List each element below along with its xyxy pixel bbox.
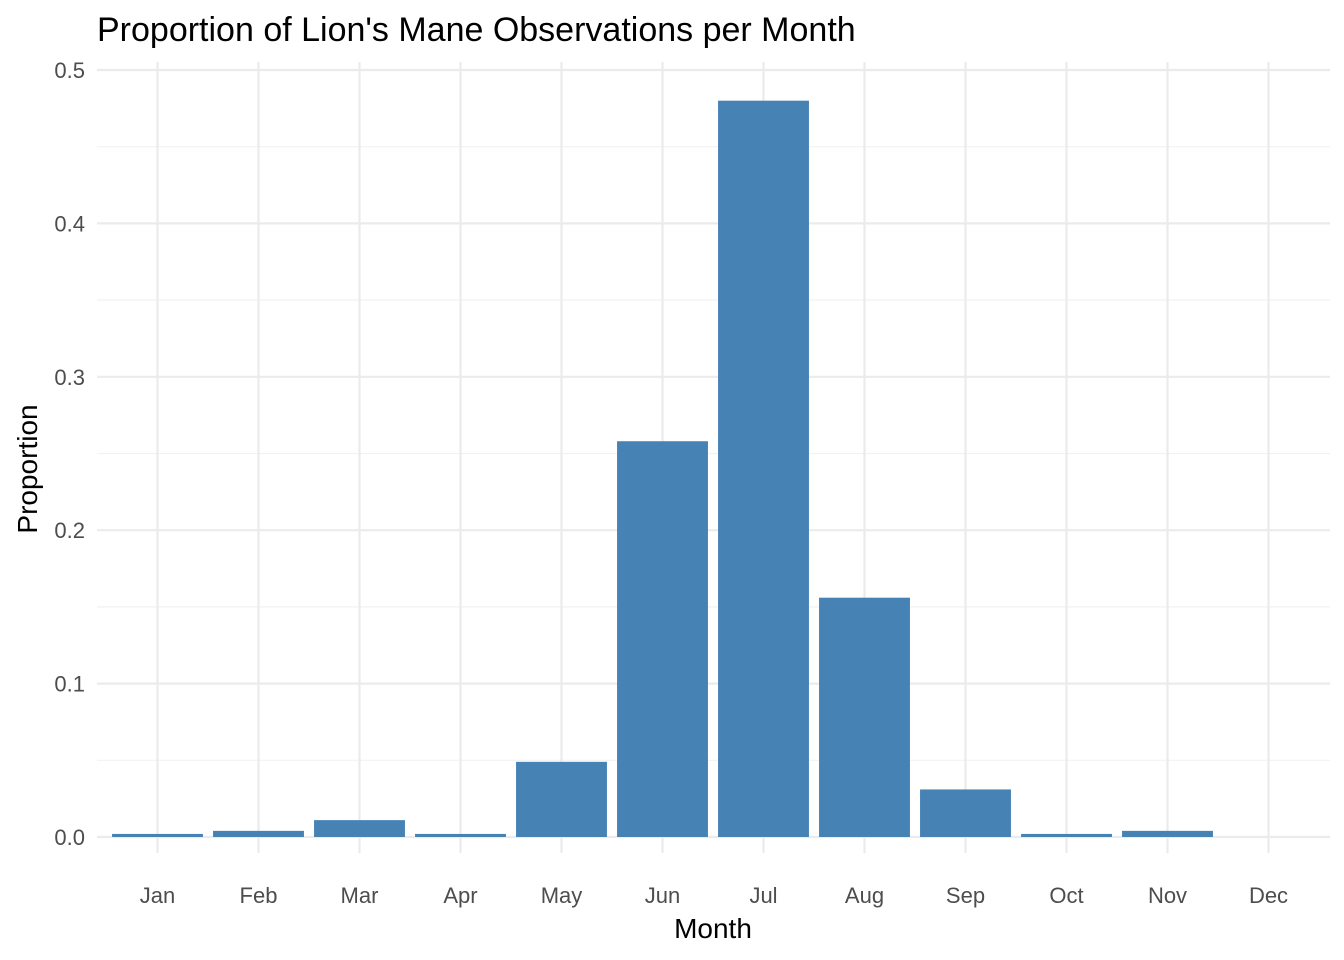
y-tick-label: 0.1: [54, 672, 85, 697]
x-tick-label: Aug: [845, 883, 884, 908]
grid-lines: [97, 62, 1330, 853]
x-tick-label: Jun: [645, 883, 680, 908]
x-tick-label: Oct: [1049, 883, 1083, 908]
bars: [112, 100, 1213, 838]
bar-feb: [213, 830, 304, 837]
bar-jul: [718, 100, 809, 838]
y-tick-label: 0.5: [54, 58, 85, 83]
x-axis-ticks: Jan Feb Mar Apr May Jun Jul Aug Sep Oct Nov Dec: [140, 883, 1288, 908]
y-tick-label: 0.3: [54, 365, 85, 390]
x-tick-label: Sep: [946, 883, 985, 908]
x-tick-label: Apr: [443, 883, 477, 908]
x-tick-label: Mar: [341, 883, 379, 908]
y-tick-label: 0.0: [54, 825, 85, 850]
chart-title: Proportion of Lion's Mane Observations p…: [97, 11, 856, 49]
x-tick-label: Feb: [240, 883, 278, 908]
bar-aug: [819, 597, 910, 837]
y-axis-ticks: 0.0 0.1 0.2 0.3 0.4 0.5: [54, 58, 85, 850]
bar-apr: [415, 833, 506, 837]
bar-jun: [617, 441, 708, 837]
y-tick-label: 0.2: [54, 518, 85, 543]
bar-sep: [920, 789, 1011, 837]
x-tick-label: Jan: [140, 883, 175, 908]
bar-oct: [1021, 833, 1112, 837]
x-tick-label: Dec: [1249, 883, 1288, 908]
x-tick-label: May: [541, 883, 583, 908]
x-tick-label: Jul: [749, 883, 777, 908]
bar-mar: [314, 820, 405, 837]
bar-may: [516, 761, 607, 837]
y-tick-label: 0.4: [54, 211, 85, 236]
x-tick-label: Nov: [1148, 883, 1187, 908]
bar-nov: [1122, 830, 1213, 837]
y-axis-title: Proportion: [12, 404, 43, 533]
x-axis-title: Month: [674, 913, 752, 944]
bar-jan: [112, 833, 203, 837]
